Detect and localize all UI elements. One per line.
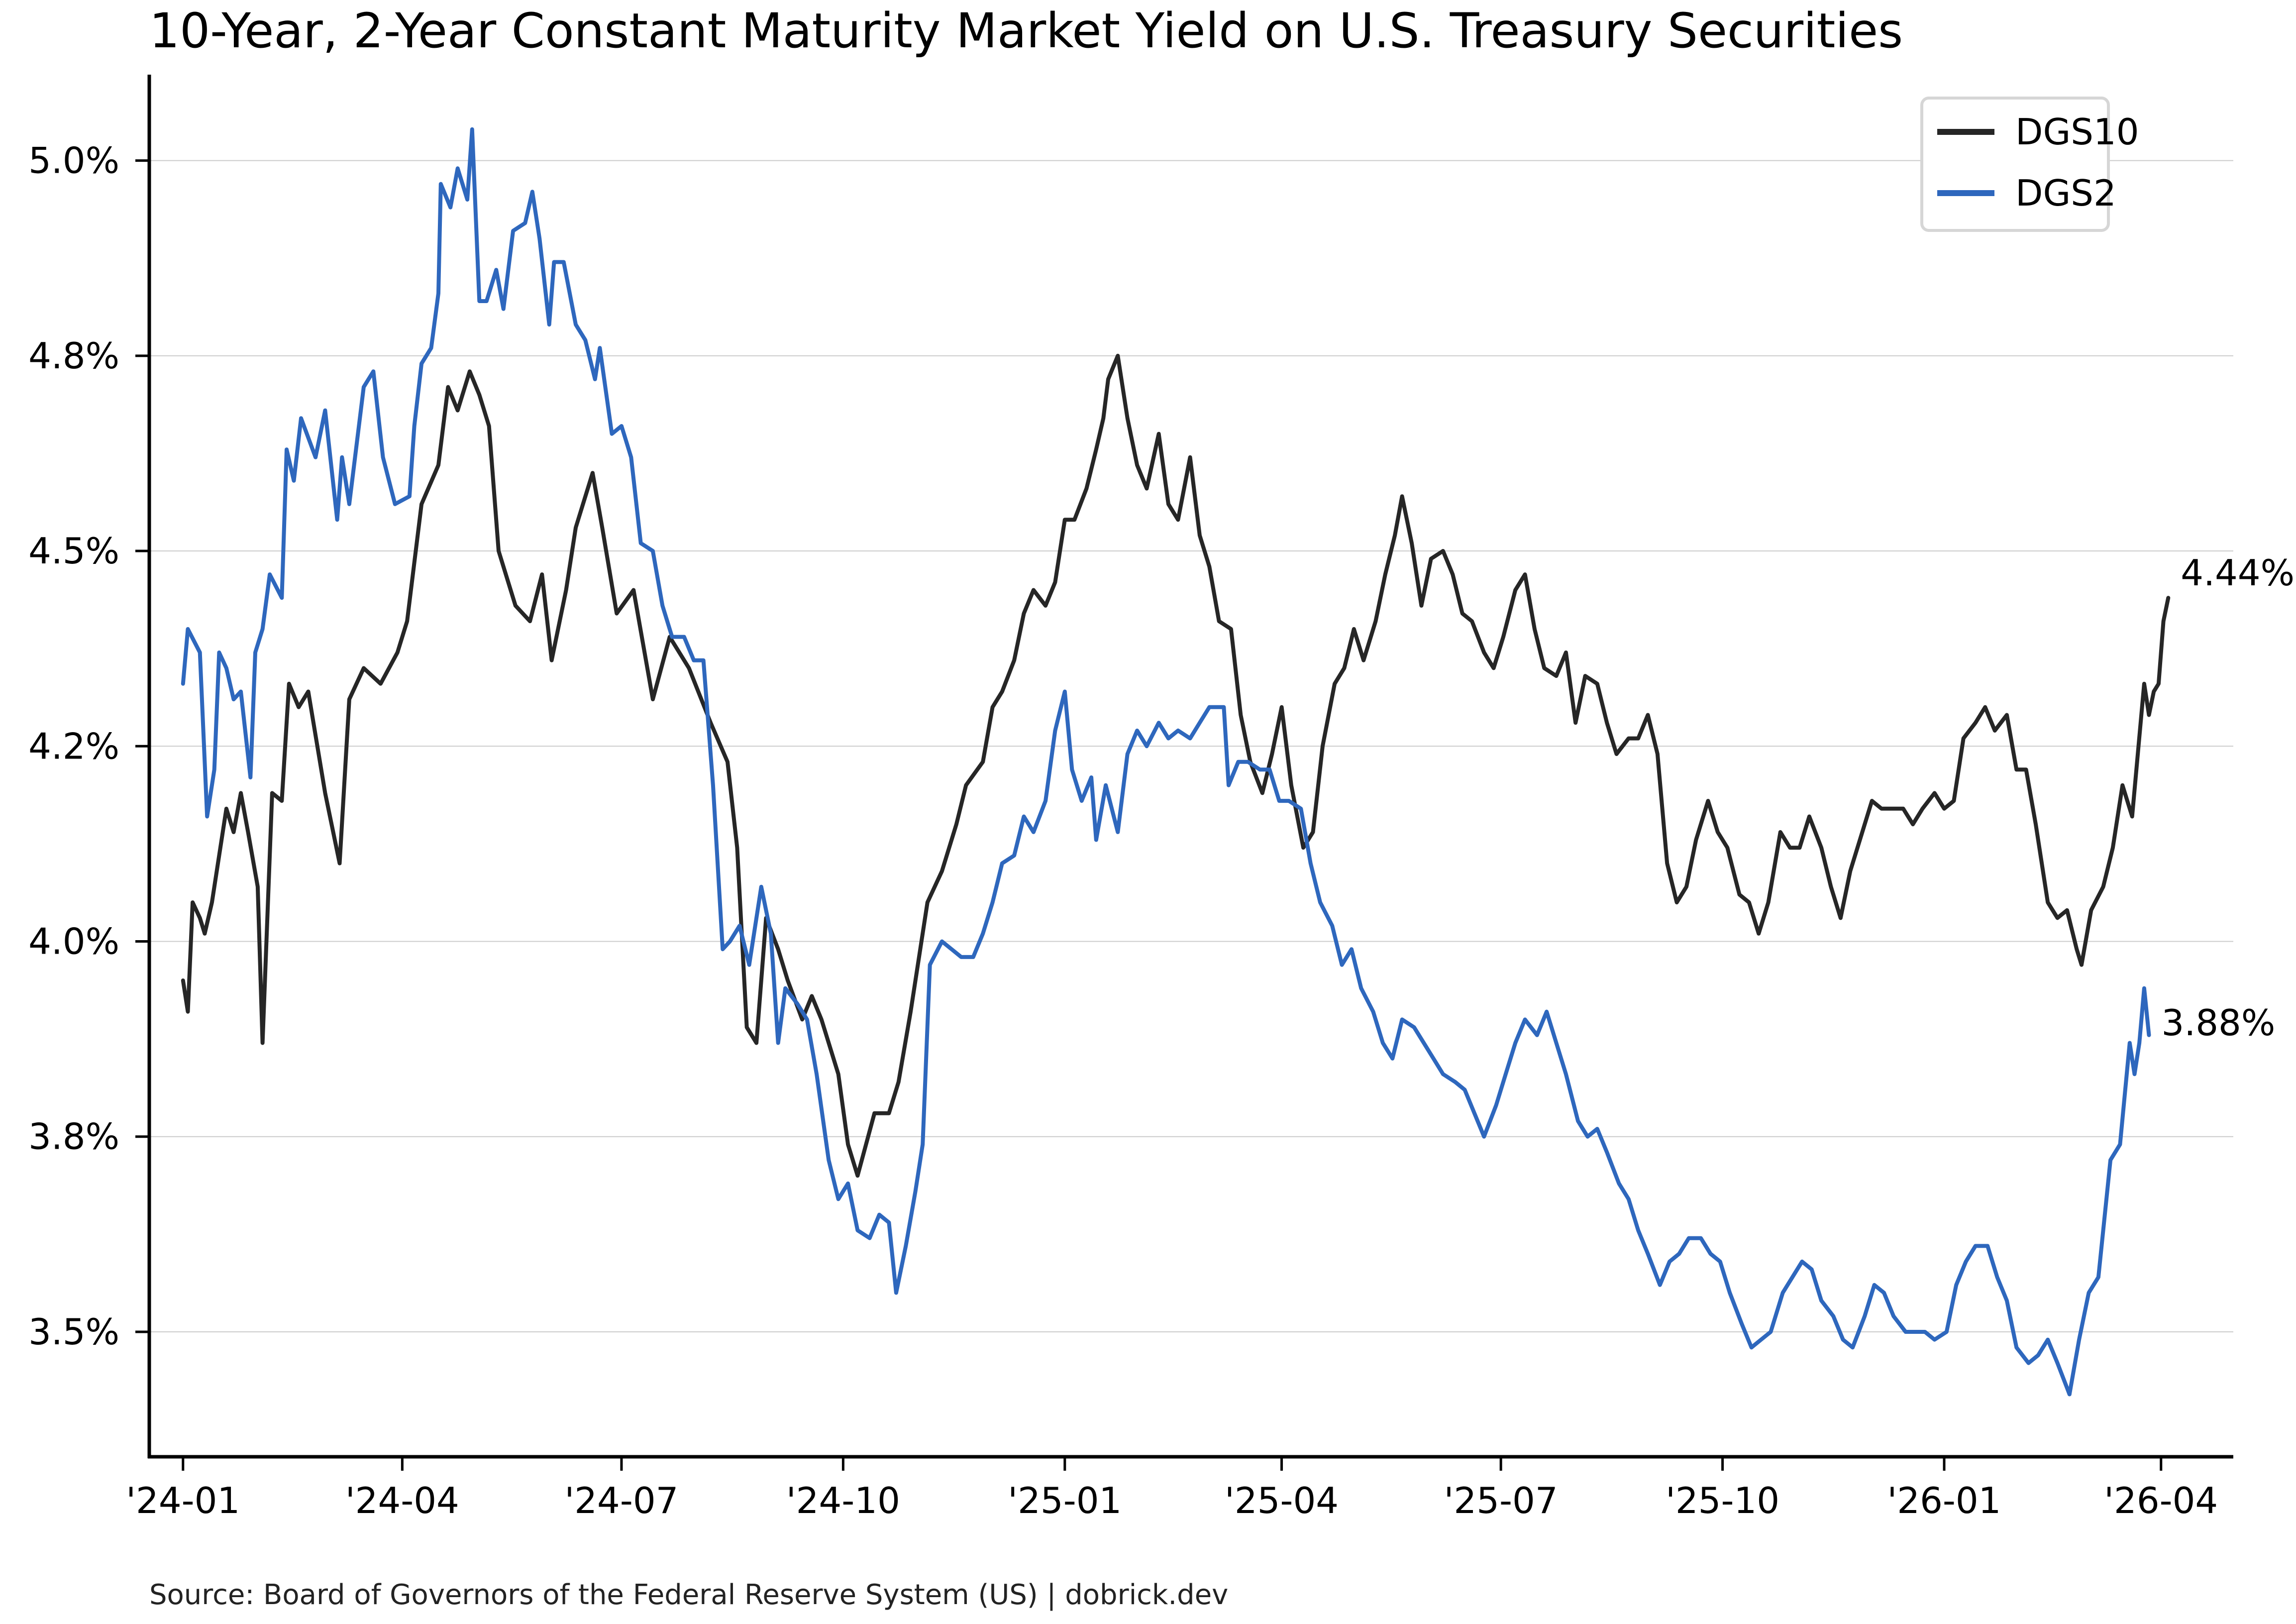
- axes: [147, 75, 2233, 1459]
- x-axis-ticks: '24-01 '24-04 '24-07 '24-10 '25-01 '25-04 '25-…: [126, 1457, 2218, 1521]
- x-tick-label: '25-04: [1225, 1480, 1339, 1521]
- x-tick-label: '25-07: [1444, 1480, 1558, 1521]
- y-tick-label: 3.5%: [28, 1311, 119, 1353]
- x-tick-label: '24-01: [126, 1480, 240, 1521]
- legend: DGS10 DGS2: [1920, 97, 2139, 232]
- series-line-dgs2: [181, 127, 2151, 1397]
- chart-title: 10-Year, 2-Year Constant Maturity Market…: [149, 3, 1903, 59]
- gridlines: [149, 160, 2233, 1332]
- end-label-dgs10: 4.44%: [2181, 552, 2295, 594]
- x-tick-label: '25-10: [1666, 1480, 1779, 1521]
- x-tick-label: '25-01: [1008, 1480, 1122, 1521]
- end-label-dgs2: 3.88%: [2162, 1002, 2276, 1044]
- y-tick-label: 3.8%: [28, 1116, 119, 1158]
- y-axis-ticks: 3.5% 3.8% 4.0% 4.2% 4.5% 4.8% 5.0%: [28, 140, 149, 1353]
- legend-label-dgs2: DGS2: [2015, 172, 2116, 214]
- x-tick-label: '24-10: [786, 1480, 900, 1521]
- x-tick-label: '24-04: [345, 1480, 459, 1521]
- series-line-dgs10: [181, 353, 2171, 1178]
- legend-label-dgs10: DGS10: [2015, 111, 2139, 153]
- source-note: Source: Board of Governors of the Federa…: [149, 1579, 1228, 1611]
- x-tick-label: '26-01: [1887, 1480, 2001, 1521]
- x-tick-label: '26-04: [2104, 1480, 2218, 1521]
- y-tick-label: 4.2%: [28, 725, 119, 767]
- y-tick-label: 4.5%: [28, 530, 119, 572]
- y-tick-label: 4.0%: [28, 921, 119, 963]
- series-lines: [181, 127, 2171, 1397]
- y-tick-label: 4.8%: [28, 335, 119, 377]
- x-tick-label: '24-07: [564, 1480, 678, 1521]
- y-tick-label: 5.0%: [28, 140, 119, 182]
- end-labels: 4.44% 3.88%: [2162, 552, 2295, 1044]
